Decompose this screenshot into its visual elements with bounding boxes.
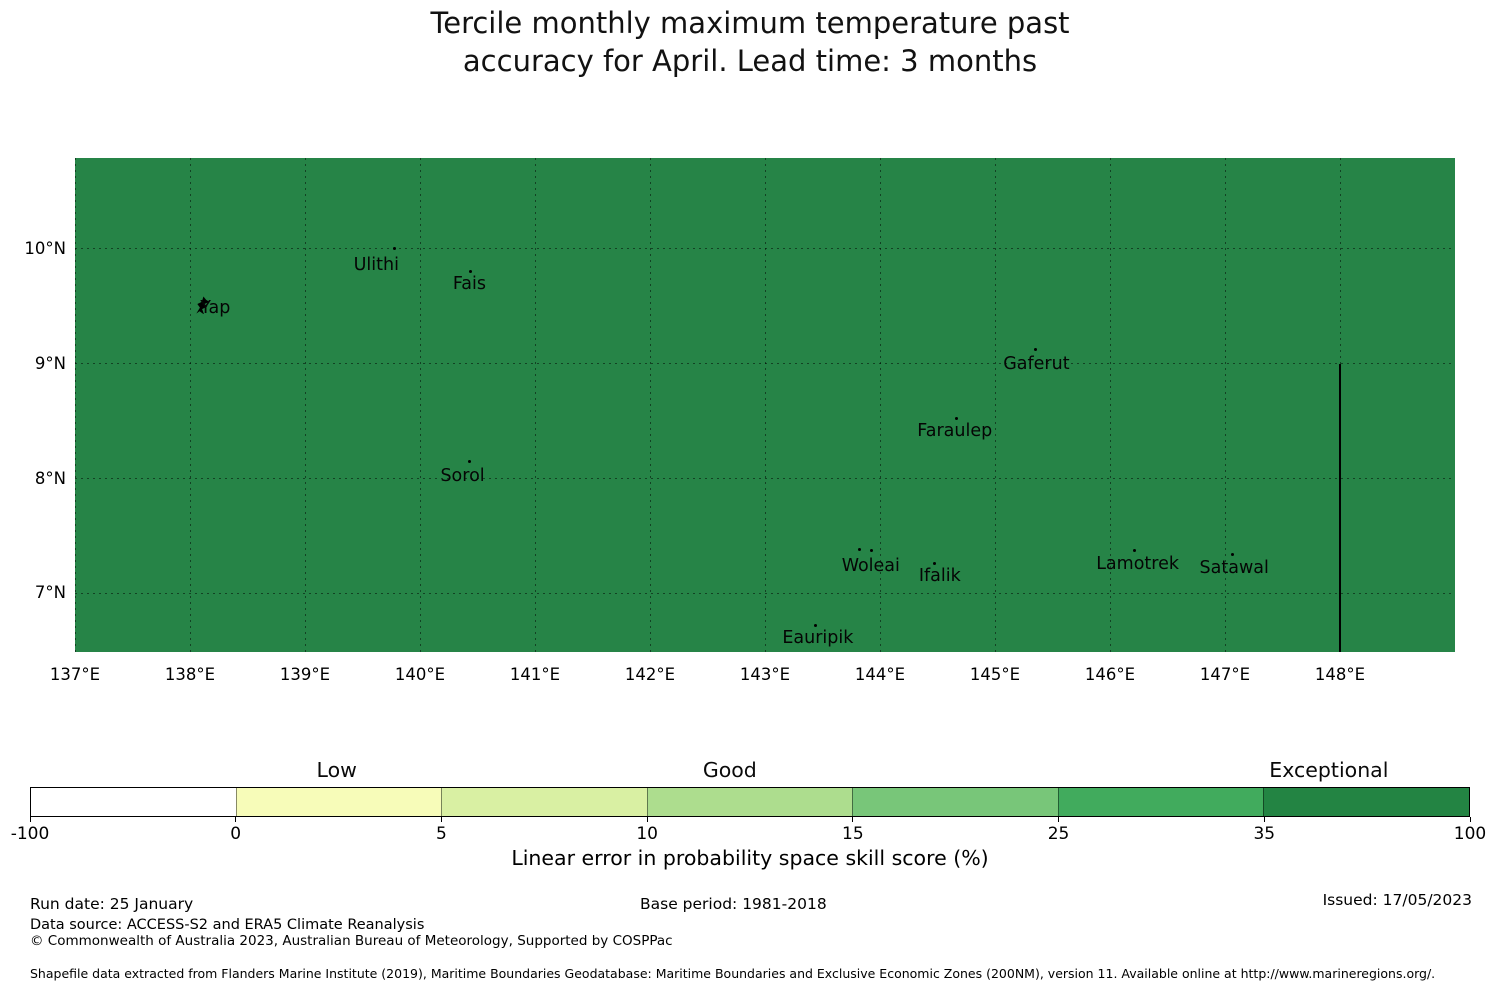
map-gridline-vertical xyxy=(419,158,421,652)
colorbar-segment xyxy=(646,788,853,816)
map-gridline-vertical xyxy=(1224,158,1226,652)
colorbar-tick-mark xyxy=(235,817,237,822)
colorbar-segment xyxy=(1263,788,1470,816)
island-label: Woleai xyxy=(841,555,900,576)
island-label: Eauripik xyxy=(782,628,854,649)
chart-title: Tercile monthly maximum temperature past… xyxy=(0,4,1500,80)
island-marker-dot xyxy=(955,416,959,420)
colorbar-tick-mark xyxy=(29,817,31,822)
latitude-tick-label: 10°N xyxy=(24,238,66,258)
map-gridline-vertical xyxy=(994,158,996,652)
island-marker-dot xyxy=(468,459,472,463)
map-gridline-vertical xyxy=(75,158,76,652)
longitude-tick-label: 143°E xyxy=(739,665,791,684)
island-marker-dot xyxy=(870,549,874,553)
colorbar-tick-label: 35 xyxy=(1253,824,1276,844)
colorbar-tick-label: 5 xyxy=(436,824,447,844)
map-gridline-horizontal xyxy=(75,363,1455,365)
island-label: Faraulep xyxy=(917,421,993,442)
island-label: Yap xyxy=(200,298,231,319)
colorbar-tick-label: 15 xyxy=(842,824,864,844)
colorbar-segment xyxy=(852,788,1058,816)
colorbar-tick-mark xyxy=(852,817,854,822)
longitude-tick-label: 138°E xyxy=(164,665,216,684)
chart-title-line1: Tercile monthly maximum temperature past xyxy=(430,6,1070,40)
colorbar-tick-mark xyxy=(440,817,442,822)
colorbar-tick-label: -100 xyxy=(10,824,50,844)
colorbar-zone-label: Low xyxy=(316,758,357,782)
map-gridline-horizontal xyxy=(75,478,1455,480)
island-label: Lamotrek xyxy=(1096,553,1179,574)
eez-boundary-line xyxy=(1339,363,1341,652)
island-label: Ifalik xyxy=(918,566,961,587)
colorbar-tick-label: 100 xyxy=(1453,824,1487,844)
colorbar-zone-label: Exceptional xyxy=(1269,758,1389,782)
longitude-tick-label: 147°E xyxy=(1199,665,1251,684)
colorbar-tick-mark xyxy=(1058,817,1060,822)
colorbar-axis-label: Linear error in probability space skill … xyxy=(511,846,989,870)
colorbar-tick-mark xyxy=(1469,817,1471,822)
map-gridline-horizontal xyxy=(75,592,1455,594)
island-label: Gaferut xyxy=(1003,353,1070,374)
colorbar-tick-mark xyxy=(646,817,648,822)
longitude-tick-label: 140°E xyxy=(394,665,446,684)
map-gridline-vertical xyxy=(534,158,536,652)
data-source-text: Data source: ACCESS-S2 and ERA5 Climate … xyxy=(30,917,425,933)
island-marker-dot xyxy=(858,548,862,552)
map-gridline-vertical xyxy=(649,158,651,652)
colorbar xyxy=(30,787,1470,817)
colorbar-tick-label: 0 xyxy=(230,824,242,844)
map-gridline-vertical xyxy=(764,158,766,652)
longitude-tick-label: 144°E xyxy=(854,665,906,684)
island-marker-dot xyxy=(1033,348,1037,352)
colorbar-segment xyxy=(235,788,442,816)
island-marker-dot xyxy=(1133,549,1137,553)
island-marker-dot xyxy=(814,623,818,627)
longitude-tick-label: 146°E xyxy=(1084,665,1136,684)
map-gridline-vertical xyxy=(879,158,881,652)
map-gridline-vertical xyxy=(304,158,306,652)
map-gridline-vertical xyxy=(189,158,191,652)
longitude-tick-label: 139°E xyxy=(279,665,331,684)
base-period-text: Base period: 1981-2018 xyxy=(640,895,827,913)
map-gridline-horizontal xyxy=(75,248,1455,250)
colorbar-tick-label: 10 xyxy=(636,824,658,844)
longitude-tick-label: 141°E xyxy=(509,665,561,684)
map-canvas: Yap Ulithi Fais Sorol Gaferut Faraulep Woleai I… xyxy=(75,158,1455,652)
copyright-text: © Commonwealth of Australia 2023, Austra… xyxy=(30,933,673,949)
issued-text: Issued: 17/05/2023 xyxy=(1322,891,1472,909)
island-label: Sorol xyxy=(440,466,485,487)
colorbar-segment xyxy=(441,788,647,816)
colorbar-segment xyxy=(31,788,236,816)
island-label: Fais xyxy=(452,274,487,295)
island-marker-dot xyxy=(933,561,937,565)
run-date-text: Run date: 25 January xyxy=(30,895,194,913)
chart-title-line2: accuracy for April. Lead time: 3 months xyxy=(462,44,1038,78)
longitude-tick-label: 142°E xyxy=(624,665,676,684)
colorbar-tick-label: 25 xyxy=(1047,824,1070,844)
longitude-tick-label: 145°E xyxy=(969,665,1021,684)
island-marker-dot xyxy=(1230,552,1234,556)
colorbar-tick-mark xyxy=(1263,817,1265,822)
longitude-tick-label: 137°E xyxy=(49,665,101,684)
island-marker-dot xyxy=(392,247,396,251)
colorbar-segment xyxy=(1057,788,1264,816)
longitude-tick-label: 148°E xyxy=(1314,665,1366,684)
shapefile-note-text: Shapefile data extracted from Flanders M… xyxy=(30,966,1436,981)
colorbar-zone-label: Good xyxy=(702,758,757,782)
latitude-tick-label: 9°N xyxy=(34,353,66,373)
island-label: Satawal xyxy=(1199,558,1269,579)
latitude-tick-label: 7°N xyxy=(34,583,66,603)
island-label: Ulithi xyxy=(353,254,399,275)
island-marker-dot xyxy=(468,269,472,273)
map-gridline-vertical xyxy=(1109,158,1111,652)
latitude-tick-label: 8°N xyxy=(34,468,66,488)
